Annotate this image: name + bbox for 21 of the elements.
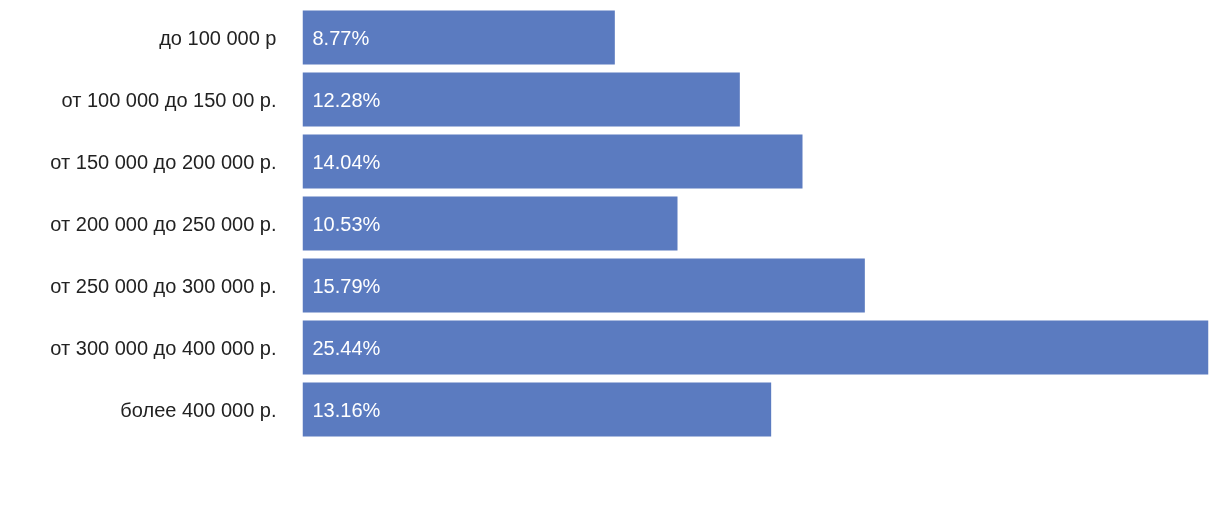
y-tick-label: от 100 000 до 150 00 р.: [61, 88, 277, 111]
y-tick-label: более 400 000 р.: [120, 398, 277, 421]
y-tick-label: от 200 000 до 250 000 р.: [50, 212, 277, 235]
bar: [302, 258, 865, 313]
bar: [302, 72, 740, 127]
bar: [302, 134, 803, 189]
data-label: 15.79%: [312, 274, 381, 297]
bar: [302, 382, 772, 437]
bar: [302, 320, 1209, 375]
y-tick-label: до 100 000 р: [159, 26, 277, 49]
data-label: 25.44%: [312, 336, 381, 359]
y-tick-label: от 300 000 до 400 000 р.: [50, 336, 277, 359]
data-label: 14.04%: [312, 150, 381, 173]
bar: [302, 10, 615, 65]
data-label: 13.16%: [312, 398, 381, 421]
data-label: 12.28%: [312, 88, 381, 111]
y-tick-label: от 150 000 до 200 000 р.: [50, 150, 277, 173]
y-tick-label: от 250 000 до 300 000 р.: [50, 274, 277, 297]
data-label: 8.77%: [312, 26, 370, 49]
bar: [302, 196, 678, 251]
data-label: 10.53%: [312, 212, 381, 235]
